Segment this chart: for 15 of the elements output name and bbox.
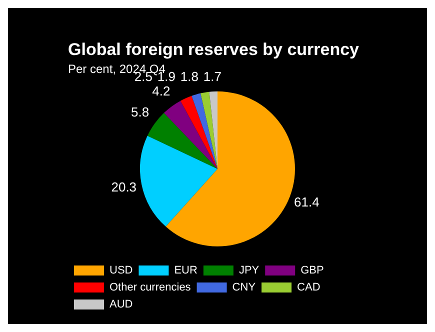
data-label: 1.8 xyxy=(180,68,198,84)
legend-label: GBP xyxy=(300,264,324,277)
data-label: 1.7 xyxy=(203,68,222,84)
data-label: 4.2 xyxy=(152,83,170,98)
legend-label: Other currencies xyxy=(110,282,192,294)
chart-title: Global foreign reserves by currency xyxy=(68,40,360,59)
legend-label: EUR xyxy=(174,264,198,277)
data-label: 5.8 xyxy=(131,104,150,120)
data-label: 61.4 xyxy=(294,194,320,210)
legend-label: CAD xyxy=(297,282,320,294)
legend-label: AUD xyxy=(110,298,133,311)
legend-label: CNY xyxy=(232,282,256,294)
legend-label: USD xyxy=(110,264,133,277)
legend-label: JPY xyxy=(238,264,260,277)
data-label: 20.3 xyxy=(111,179,137,194)
